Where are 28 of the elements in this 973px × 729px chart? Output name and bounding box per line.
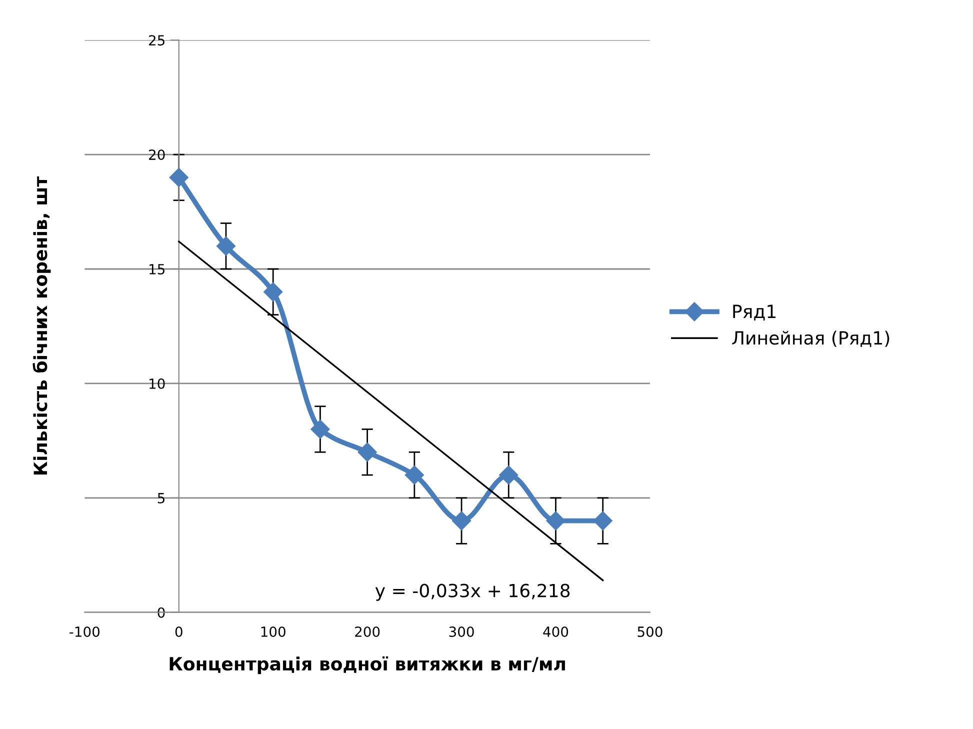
point: [546, 511, 566, 530]
y-tick-label: 10: [150, 378, 165, 389]
point: [169, 168, 188, 187]
x-tick-label: 400: [543, 626, 568, 637]
point: [310, 420, 330, 439]
y-axis-title: Кількість бічних коренів, шт: [32, 176, 51, 474]
x-tick-label: 300: [449, 626, 474, 637]
legend-label: Ряд1: [733, 304, 776, 320]
x-tick-label: 200: [355, 626, 380, 637]
point: [404, 465, 424, 485]
legend-label: Линейная (Ряд1): [732, 330, 890, 347]
annotation: y = -0,033x + 16,218: [375, 584, 570, 601]
x-tick-label: 0: [175, 626, 182, 637]
x-tick-label: -100: [70, 626, 100, 637]
x-tick-label: 100: [261, 626, 286, 637]
x-tick-label: 500: [638, 626, 662, 637]
point: [452, 511, 472, 530]
point: [264, 282, 283, 302]
point: [593, 511, 612, 530]
point: [358, 442, 377, 462]
y-tick-label: 20: [149, 150, 165, 160]
x-axis-title: Концентрація водної витяжки в мг/мл: [170, 656, 565, 674]
y-tick-label: 0: [158, 607, 165, 618]
point: [499, 465, 518, 485]
y-tick-label: 25: [149, 35, 164, 46]
y-tick-label: 15: [150, 264, 164, 274]
point: [216, 236, 236, 256]
y-tick-label: 5: [158, 493, 164, 504]
